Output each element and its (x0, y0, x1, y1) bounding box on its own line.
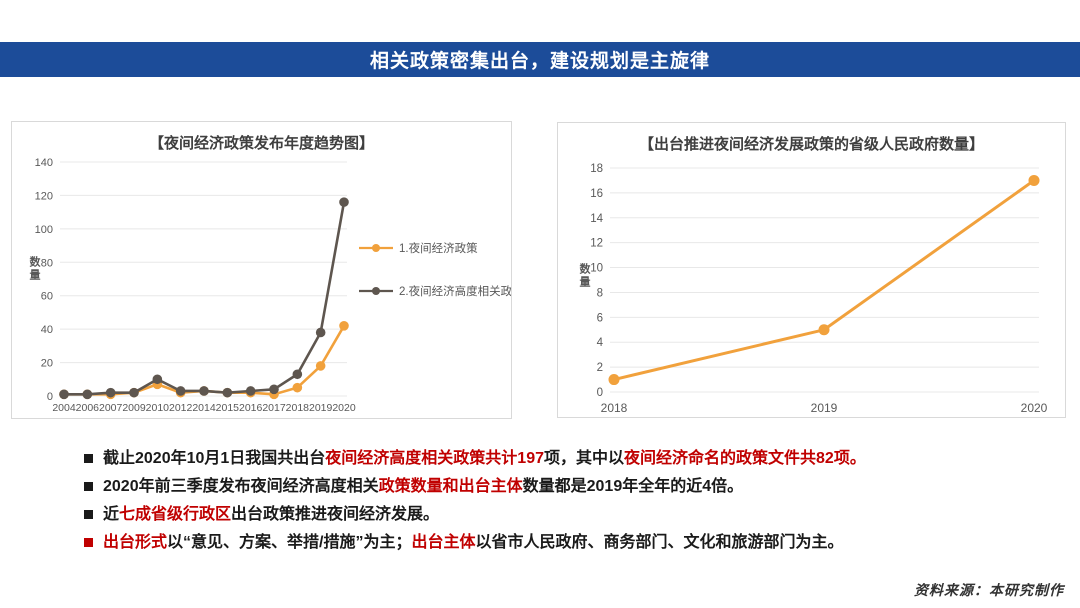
svg-text:2014: 2014 (192, 402, 216, 414)
gov-count-chart-title: 【出台推进夜间经济发展政策的省级人民政府数量】 (638, 136, 984, 153)
bullet-text-segment: 政策数量和出台主体 (378, 478, 523, 495)
source-note: 资料来源：本研究制作 (914, 584, 1064, 599)
svg-text:2006: 2006 (76, 402, 100, 414)
bullet-text-segment: 七成省级行政区 (119, 506, 232, 523)
svg-text:2009: 2009 (122, 402, 146, 414)
svg-text:0: 0 (47, 391, 53, 403)
bullet-marker (84, 454, 93, 463)
bullet-text-segment: 近 (103, 506, 120, 523)
svg-text:14: 14 (590, 213, 603, 225)
trend-chart-y-axis-label: 数量 (28, 256, 40, 282)
svg-text:2019: 2019 (811, 401, 838, 415)
svg-text:2.夜间经济高度相关政策: 2.夜间经济高度相关政策 (399, 284, 511, 298)
gov-count-chart-panel: 【出台推进夜间经济发展政策的省级人民政府数量】 数量 0 2 4 6 8 10 12 14 16… (557, 122, 1066, 418)
svg-text:2017: 2017 (262, 402, 286, 414)
bullet-list: 截止2020年10月1日我国共出台夜间经济高度相关政策共计197项，其中以夜间经… (84, 449, 1044, 561)
svg-text:60: 60 (41, 291, 53, 303)
svg-text:2018: 2018 (601, 401, 628, 415)
bullet-item: 出台形式以“意见、方案、举措/措施”为主；出台主体以省市人民政府、商务部门、文化… (84, 533, 1044, 552)
gov-count-chart-canvas: 0 2 4 6 8 10 12 14 16 18 2018 2019 2020 (590, 163, 1048, 415)
svg-text:6: 6 (597, 312, 603, 324)
bullet-text: 截止2020年10月1日我国共出台夜间经济高度相关政策共计197项，其中以夜间经… (103, 449, 866, 468)
svg-text:2015: 2015 (216, 402, 240, 414)
bullet-text: 出台形式以“意见、方案、举措/措施”为主；出台主体以省市人民政府、商务部门、文化… (103, 533, 844, 552)
svg-text:2018: 2018 (286, 402, 310, 414)
svg-text:10: 10 (590, 263, 603, 275)
svg-text:20: 20 (41, 358, 53, 370)
bullet-text-segment: 夜间经济高度相关政策共计197 (325, 450, 544, 467)
bullet-text-segment: 出台形式 (103, 534, 168, 551)
bullet-text-segment: 数量都是2019年全年的近4倍。 (522, 478, 744, 495)
svg-text:12: 12 (590, 238, 603, 250)
svg-text:8: 8 (597, 287, 603, 299)
svg-text:100: 100 (35, 224, 53, 236)
svg-text:0: 0 (597, 387, 603, 399)
bullet-text-segment: 夜间经济命名的政策文件共82项。 (624, 450, 866, 467)
bullet-item: 截止2020年10月1日我国共出台夜间经济高度相关政策共计197项，其中以夜间经… (84, 449, 1044, 468)
svg-text:2020: 2020 (332, 402, 356, 414)
header-bar: 相关政策密集出台，建设规划是主旋律 (0, 42, 1080, 77)
svg-text:2019: 2019 (309, 402, 333, 414)
svg-text:2020: 2020 (1021, 401, 1048, 415)
svg-text:2004: 2004 (52, 402, 76, 414)
svg-text:80: 80 (41, 257, 53, 269)
bullet-marker (84, 538, 93, 547)
bullet-text-segment: 2020年前三季度发布夜间经济高度相关 (103, 478, 379, 495)
svg-text:2: 2 (597, 362, 603, 374)
gov-count-chart-y-axis-label: 数量 (578, 263, 590, 289)
bullet-text-segment: 出台政策推进夜间经济发展。 (231, 506, 440, 523)
trend-chart-title: 【夜间经济政策发布年度趋势图】 (148, 135, 374, 152)
svg-text:4: 4 (597, 337, 604, 349)
svg-text:140: 140 (35, 157, 53, 169)
bullet-marker (84, 510, 93, 519)
bullet-text-segment: 项，其中以 (544, 450, 625, 467)
bullet-item: 2020年前三季度发布夜间经济高度相关政策数量和出台主体数量都是2019年全年的… (84, 477, 1044, 496)
svg-text:2007: 2007 (99, 402, 123, 414)
bullet-item: 近七成省级行政区出台政策推进夜间经济发展。 (84, 505, 1044, 524)
slide-title: 相关政策密集出台，建设规划是主旋律 (369, 51, 710, 72)
trend-chart-panel: 【夜间经济政策发布年度趋势图】 数量 0 20 40 60 80 100 120 140 200… (11, 121, 512, 419)
svg-text:40: 40 (41, 324, 53, 336)
svg-text:2010: 2010 (146, 402, 170, 414)
bullet-text: 2020年前三季度发布夜间经济高度相关政策数量和出台主体数量都是2019年全年的… (103, 477, 743, 496)
svg-text:16: 16 (590, 188, 603, 200)
bullet-text: 近七成省级行政区出台政策推进夜间经济发展。 (103, 505, 439, 524)
bullet-text-segment: 截止2020年10月1日我国共出台 (103, 450, 326, 467)
svg-text:18: 18 (590, 163, 603, 175)
svg-text:2016: 2016 (239, 402, 263, 414)
svg-text:1.夜间经济政策: 1.夜间经济政策 (399, 241, 478, 255)
svg-text:2012: 2012 (169, 402, 193, 414)
bullet-text-segment: 出台主体 (411, 534, 476, 551)
bullet-text-segment: 以“意见、方案、举措/措施”为主； (167, 534, 412, 551)
bullet-text-segment: 以省市人民政府、商务部门、文化和旅游部门为主。 (475, 534, 844, 551)
bullet-marker (84, 482, 93, 491)
svg-text:120: 120 (35, 190, 53, 202)
